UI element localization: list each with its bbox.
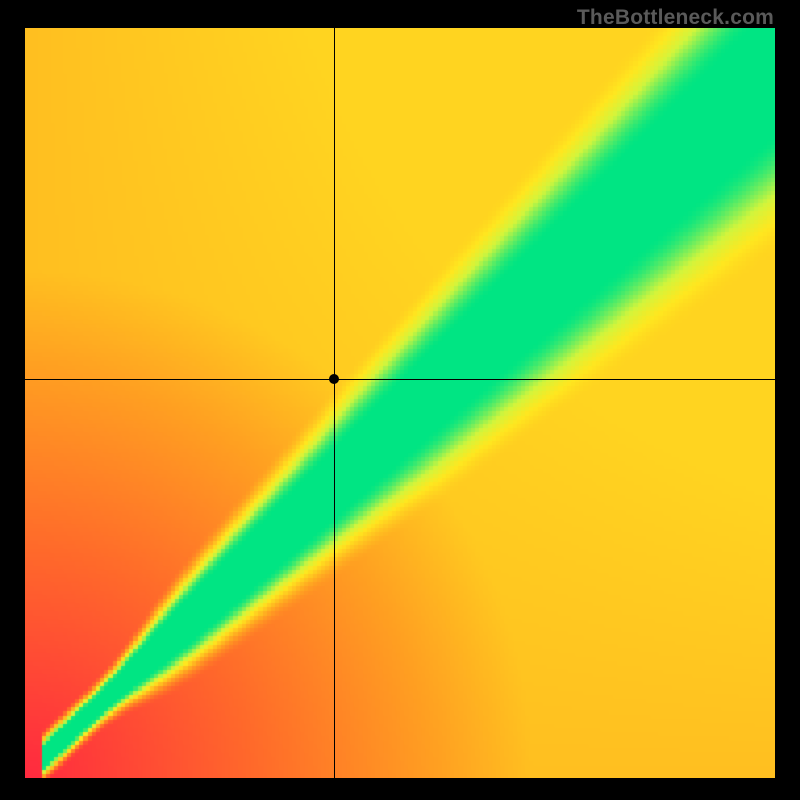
crosshair-vertical	[334, 28, 335, 778]
marker-dot	[329, 374, 339, 384]
watermark-text: TheBottleneck.com	[577, 6, 774, 30]
chart-container: TheBottleneck.com	[0, 0, 800, 800]
crosshair-horizontal	[25, 379, 775, 380]
heatmap-canvas	[25, 28, 775, 778]
